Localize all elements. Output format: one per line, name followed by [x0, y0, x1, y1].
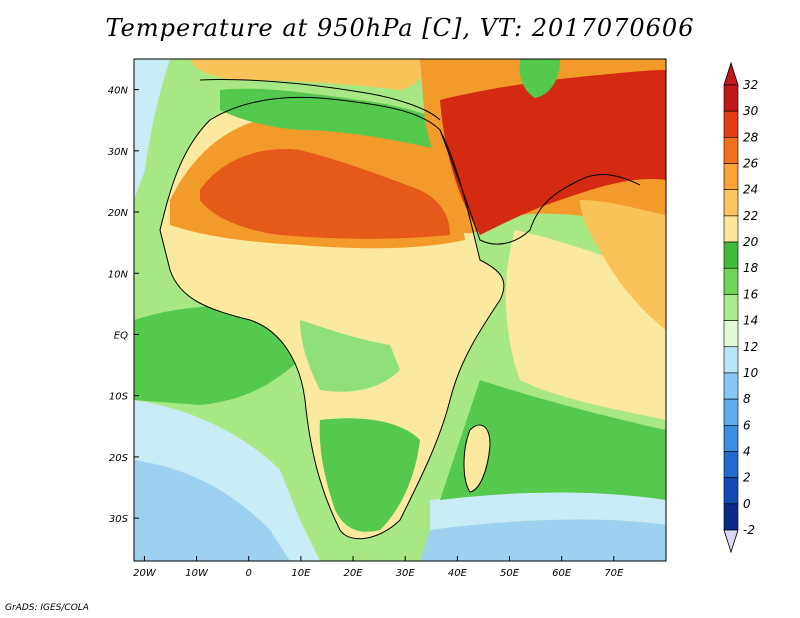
colorbar-segment — [723, 477, 739, 505]
colorbar-label: 24 — [743, 183, 758, 197]
colorbar-label: 0 — [743, 497, 751, 511]
europe-coastline — [199, 79, 441, 121]
colorbar-segment — [723, 294, 739, 321]
colorbar-label: 32 — [743, 78, 758, 92]
latitude-labels: 40N 30N 20N 10N EQ 10S 20S 30S — [108, 86, 139, 525]
longitude-label: 60E — [552, 568, 572, 579]
colorbar-upper-arrow — [723, 61, 739, 86]
colorbar-segment — [723, 215, 739, 243]
colorbar-label: 6 — [743, 418, 751, 432]
longitude-label: 50E — [500, 568, 520, 579]
colorbar-segment — [723, 189, 739, 217]
latitude-label: 10N — [108, 269, 129, 280]
map-border — [133, 58, 667, 562]
colorbar-label: 8 — [743, 392, 751, 406]
arabia-coastline — [439, 129, 641, 245]
southern-europe-orange — [190, 59, 424, 90]
colorbar-segment — [723, 137, 739, 164]
colorbar-lower-arrow — [723, 529, 739, 554]
gulf-of-guinea-green — [134, 305, 310, 405]
south-ocean-blue — [134, 460, 290, 561]
latitude-label: 30N — [108, 147, 129, 158]
central-africa-green — [300, 320, 400, 392]
colorbar-segment — [723, 398, 739, 426]
colorbar-segment — [723, 110, 739, 138]
colorbar-segment — [723, 372, 739, 400]
sahara-red — [200, 149, 450, 239]
india-yellow — [580, 200, 666, 330]
colorbar-label: 22 — [743, 209, 758, 223]
madagascar-coastline — [463, 424, 491, 493]
colorbar-segment — [723, 163, 739, 191]
indian-ocean-green — [440, 380, 666, 500]
colorbar-label: 28 — [743, 130, 759, 144]
colorbar-label: 2 — [743, 471, 751, 485]
longitude-label: 20E — [344, 568, 364, 579]
colorbar-label: 30 — [743, 104, 759, 118]
colorbar-label: -2 — [743, 523, 755, 537]
latitude-label: 20N — [108, 208, 129, 219]
latitude-label: 30S — [109, 514, 129, 525]
map-field — [134, 59, 666, 561]
longitude-label: 10E — [291, 568, 311, 579]
south-indian-light — [430, 492, 666, 530]
colorbar-segment — [723, 503, 739, 531]
africa-coastline — [159, 96, 505, 540]
longitude-label: 30E — [396, 568, 416, 579]
north-atlantic-cool-water — [134, 59, 170, 200]
southern-africa-green — [319, 418, 420, 532]
arabia-red — [440, 70, 666, 235]
chart-title: Temperature at 950hPa [C], VT: 201707060… — [105, 14, 695, 42]
longitude-label: 0 — [246, 568, 252, 579]
colorbar-segment — [723, 241, 739, 269]
coastlines — [159, 79, 641, 540]
colorbar-label: 18 — [743, 261, 759, 275]
colorbar-label: 4 — [743, 444, 751, 458]
south-indian-blue — [420, 519, 666, 561]
colorbar-segment — [723, 346, 739, 374]
latitude-label: 10S — [109, 392, 129, 403]
colorbar-label: 10 — [743, 366, 759, 380]
colorbar-segment — [723, 320, 739, 348]
colorbar-segment — [723, 267, 739, 295]
longitude-label: 20W — [133, 568, 157, 579]
colorbar-segment — [723, 84, 739, 112]
longitude-label: 10W — [185, 568, 209, 579]
colorbar-label: 20 — [743, 235, 759, 249]
longitude-labels: 20W 10W 0 10E 20E 30E 40E 50E 60E 70E — [133, 556, 624, 579]
colorbar-label: 12 — [743, 340, 758, 354]
caspian-green — [519, 59, 560, 98]
colorbar-segment — [723, 424, 739, 452]
grads-credit: GrADS: IGES/COLA — [5, 603, 89, 613]
latitude-label: 20S — [109, 453, 129, 464]
colorbar-label: 26 — [743, 157, 759, 171]
mediterranean-green — [220, 88, 440, 150]
colorbar-label: 14 — [743, 314, 758, 328]
longitude-label: 40E — [448, 568, 468, 579]
latitude-label: EQ — [114, 330, 128, 341]
colorbar-label: 16 — [743, 287, 759, 301]
latitude-label: 40N — [108, 86, 129, 97]
colorbar-segment — [723, 451, 739, 478]
longitude-label: 70E — [604, 568, 624, 579]
